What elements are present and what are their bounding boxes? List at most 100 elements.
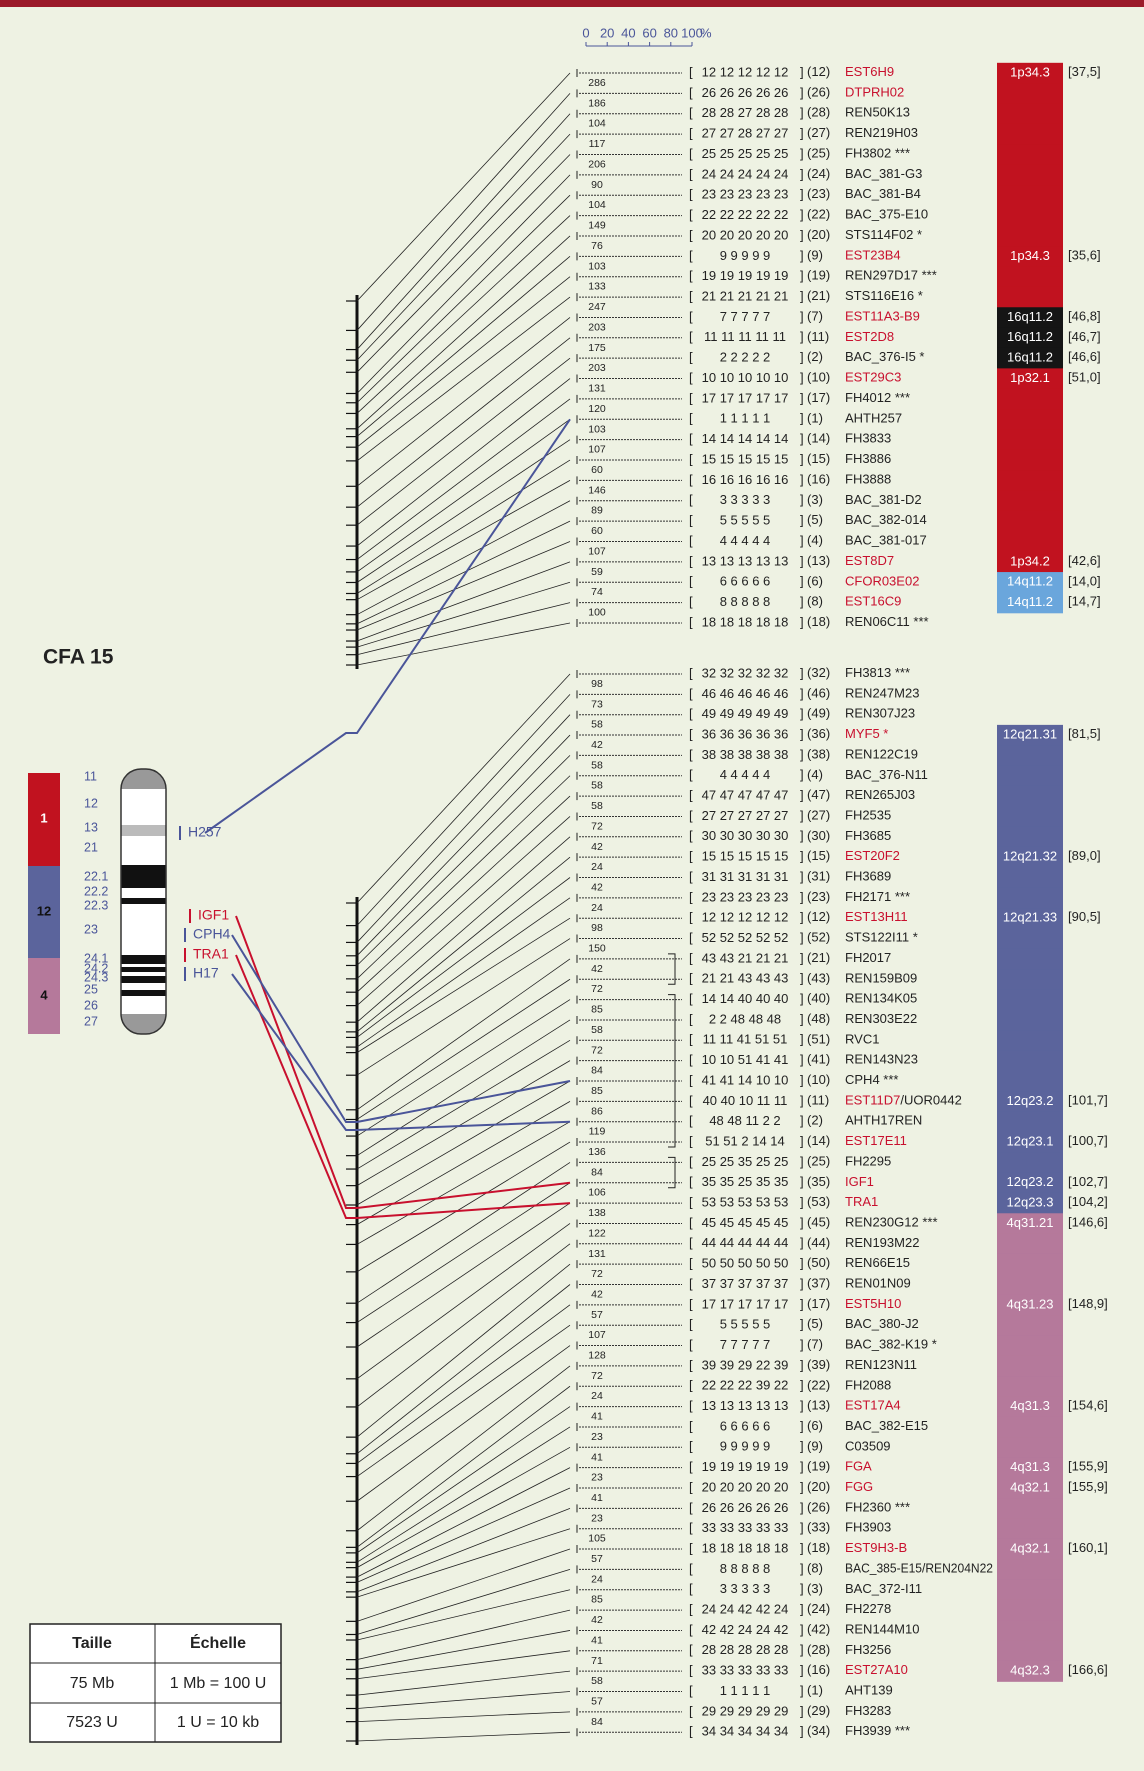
bracket: ] <box>800 1540 804 1555</box>
marker-name: FGA <box>845 1459 872 1474</box>
marker-id: FH3939 *** <box>845 1724 910 1739</box>
count: 9 <box>811 1439 818 1454</box>
alleles: 9 9 9 9 9 <box>720 1439 771 1454</box>
hsa-band <box>997 429 1063 450</box>
alleles: 19 19 19 19 19 <box>702 268 789 283</box>
hsa-label: 16q11.2 <box>1007 309 1053 324</box>
marker-name: BAC_385-E15/REN204N22 <box>845 1561 993 1576</box>
bracket: ] <box>800 1052 804 1067</box>
hsa-position: [42,6] <box>1068 553 1101 568</box>
distance-label: 58 <box>591 800 603 812</box>
marker-id: AHTH257 <box>845 411 902 426</box>
bracket: ] <box>800 869 804 884</box>
marker-id: FH3283 <box>845 1703 891 1718</box>
bracket: [ <box>689 472 693 487</box>
distance-label: 58 <box>591 759 603 771</box>
bracket: ) <box>826 1296 830 1311</box>
bracket: ] <box>800 1663 804 1678</box>
bracket: [ <box>689 1195 693 1210</box>
hsa-band <box>997 1010 1063 1031</box>
hsa-label: 4q31.21 <box>1007 1215 1054 1230</box>
count: 48 <box>811 1011 825 1026</box>
marker-id: EST27A10 <box>845 1663 908 1678</box>
distance-label: 85 <box>591 1594 603 1606</box>
alleles: 53 53 53 53 53 <box>702 1195 789 1210</box>
alleles: 3 3 3 3 3 <box>720 492 771 507</box>
allele-count: (8) <box>807 594 823 609</box>
allele-count: (18) <box>807 614 830 629</box>
bracket: [ <box>689 574 693 589</box>
bracket: ] <box>800 64 804 79</box>
bracket: ] <box>800 1418 804 1433</box>
hsa-band <box>997 949 1063 970</box>
allele-count: (6) <box>807 574 823 589</box>
allele-count: (22) <box>807 207 830 222</box>
count: 2 <box>811 350 818 365</box>
hsa-position: [154,6] <box>1068 1398 1108 1413</box>
marker-id: STS116E16 * <box>845 289 923 304</box>
bracket: [ <box>689 1357 693 1372</box>
distance-label: 84 <box>591 1166 603 1178</box>
allele-count: (44) <box>807 1235 830 1250</box>
bracket: ) <box>826 614 830 629</box>
hsa-band <box>997 867 1063 888</box>
marker-id: BAC_385-E15/REN204N22 <box>845 1561 993 1576</box>
bracket: ] <box>1097 726 1101 741</box>
bracket: ] <box>800 1256 804 1271</box>
marker-id: AHTH17REN <box>845 1113 922 1128</box>
bracket: [ <box>689 1133 693 1148</box>
bracket: ] <box>800 1520 804 1535</box>
bracket: ) <box>819 1561 823 1576</box>
bracket: ) <box>826 1357 830 1372</box>
bracket: ] <box>1097 574 1101 589</box>
hsa-band <box>997 928 1063 949</box>
count: 45 <box>811 1215 825 1230</box>
allele-count: (3) <box>807 492 823 507</box>
bracket: [ <box>689 1337 693 1352</box>
position: 51,0 <box>1072 370 1097 385</box>
marker-id: FH3886 <box>845 451 891 466</box>
count: 15 <box>811 849 825 864</box>
band-label: 21 <box>84 840 98 854</box>
marker-name: FGG <box>845 1479 873 1494</box>
scale-tick-label: 20 <box>600 25 614 40</box>
allele-count: (26) <box>807 85 830 100</box>
count: 32 <box>811 665 825 680</box>
allele-count: (15) <box>807 451 830 466</box>
band-label: 22.2 <box>84 884 108 898</box>
distance-label: 41 <box>591 1411 603 1423</box>
marker-id: REN307J23 <box>845 706 915 721</box>
bracket: [ <box>689 1113 693 1128</box>
marker-id: EST20F2 <box>845 849 900 864</box>
hsa-band <box>997 745 1063 766</box>
chromosome-title: CFA 15 <box>43 646 114 669</box>
distance-label: 60 <box>591 464 603 476</box>
allele-count: (41) <box>807 1052 830 1067</box>
count: 7 <box>811 309 818 324</box>
bracket: ] <box>800 411 804 426</box>
marker-name: EST27A10 <box>845 1663 908 1678</box>
table-cell: 1 U = 10 kb <box>177 1714 259 1731</box>
band-label: 26 <box>84 998 98 1012</box>
hsa-label: 14q11.2 <box>1007 594 1053 609</box>
segment-label: 4 <box>40 987 48 1002</box>
bracket: [ <box>689 126 693 141</box>
count: 16 <box>811 472 825 487</box>
bracket: ) <box>826 370 830 385</box>
bracket: ] <box>800 126 804 141</box>
position: 102,7 <box>1072 1174 1105 1189</box>
bracket: ] <box>800 594 804 609</box>
bracket: [ <box>689 1642 693 1657</box>
allele-count: (20) <box>807 227 830 242</box>
bracket: [ <box>689 788 693 803</box>
distance-label: 57 <box>591 1309 603 1321</box>
count: 33 <box>811 1520 825 1535</box>
allele-count: (12) <box>807 64 830 79</box>
marker-name: DTPRH02 <box>845 85 904 100</box>
alleles: 11 11 41 51 51 <box>703 1032 788 1047</box>
bracket: ] <box>1104 1296 1108 1311</box>
count: 20 <box>811 1479 825 1494</box>
bracket: ) <box>826 451 830 466</box>
marker-id: STS122I11 * <box>845 930 918 945</box>
hsa-band <box>997 185 1063 206</box>
